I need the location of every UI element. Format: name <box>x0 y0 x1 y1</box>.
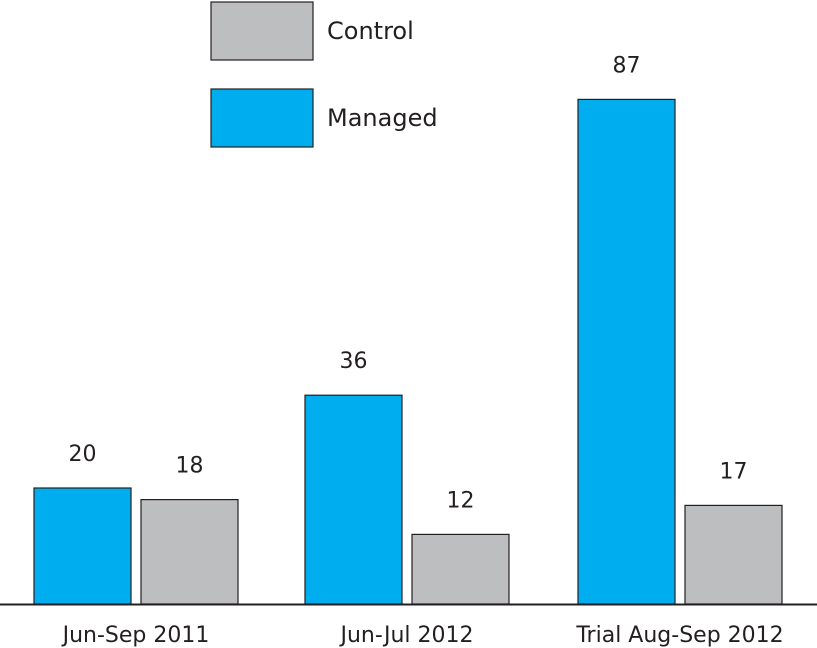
category-label-2: Jun-Jul 2012 <box>338 623 473 648</box>
value-label-managed-3: 87 <box>613 53 641 78</box>
bar-managed-1 <box>33 487 132 605</box>
bar-managed-3 <box>577 98 676 605</box>
category-labels-group: Jun-Sep 2011 Jun-Jul 2012 Trial Aug-Sep 20… <box>61 623 784 648</box>
category-label-1: Jun-Sep 2011 <box>61 623 210 648</box>
legend-label-control: Control <box>327 17 414 45</box>
category-label-3: Trial Aug-Sep 2012 <box>575 623 783 648</box>
value-label-control-3: 17 <box>720 459 748 484</box>
bar-control-3 <box>684 504 783 605</box>
legend-label-managed: Managed <box>327 104 438 132</box>
value-label-managed-1: 20 <box>69 442 97 467</box>
value-label-managed-2: 36 <box>340 349 368 374</box>
legend: Control Managed <box>210 1 438 148</box>
bar-control-2 <box>411 533 510 605</box>
bar-managed-2 <box>304 394 403 605</box>
bars-group <box>33 98 783 605</box>
legend-swatch-managed <box>210 88 314 148</box>
value-label-control-2: 12 <box>447 488 475 513</box>
legend-swatch-control <box>210 1 314 61</box>
value-label-control-1: 18 <box>176 454 204 479</box>
value-labels-group: 20 18 36 12 87 17 <box>69 53 748 513</box>
bar-control-1 <box>140 499 239 605</box>
